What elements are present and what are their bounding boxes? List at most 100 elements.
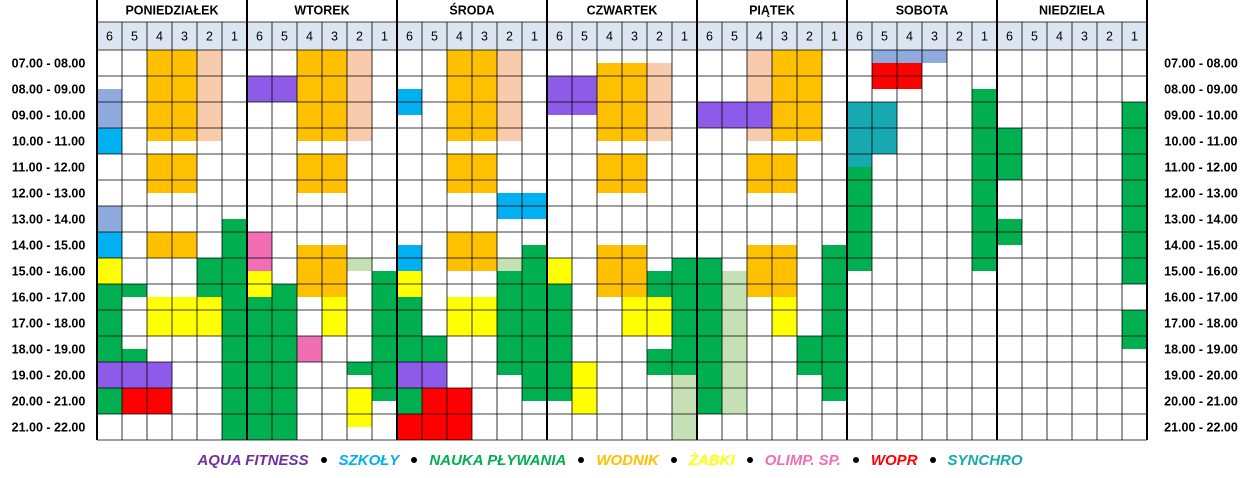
- legend-item: OLIMP. SP.: [764, 451, 841, 469]
- activity-block: [522, 245, 547, 401]
- time-label: 21.00 - 22.00: [1164, 420, 1238, 434]
- activity-block: [347, 258, 372, 271]
- time-label: 13.00 - 14.00: [12, 212, 86, 226]
- lane-label: 6: [106, 29, 113, 43]
- legend-separator: [852, 457, 859, 463]
- activity-block: [572, 76, 597, 115]
- lane-label: 5: [1031, 29, 1038, 43]
- activity-block: [297, 154, 322, 193]
- lane-label: 2: [956, 29, 963, 43]
- activity-block: [772, 297, 797, 336]
- lane-label: 3: [631, 29, 638, 43]
- activity-block: [922, 50, 947, 63]
- activity-block: [772, 154, 797, 193]
- activity-block: [297, 50, 322, 141]
- time-label: 16.00 - 17.00: [1164, 290, 1238, 304]
- activity-block: [347, 362, 372, 375]
- lane-label: 6: [556, 29, 563, 43]
- activity-block: [322, 154, 347, 193]
- lane-label: 6: [706, 29, 713, 43]
- activity-block: [747, 154, 772, 193]
- time-label: 08.00 - 09.00: [12, 82, 86, 96]
- activity-block: [472, 297, 497, 336]
- activity-block: [447, 297, 472, 336]
- lane-label: 4: [1056, 29, 1063, 43]
- activity-block: [697, 102, 722, 128]
- time-label: 17.00 - 18.00: [12, 316, 86, 330]
- day-label: PONIEDZIAŁEK: [125, 3, 218, 17]
- time-label: 11.00 - 12.00: [12, 160, 85, 174]
- activity-block: [422, 336, 447, 362]
- lane-label: 6: [256, 29, 263, 43]
- activity-block: [772, 50, 797, 141]
- activity-block: [447, 232, 472, 271]
- lane-label: 5: [731, 29, 738, 43]
- lane-label: 3: [481, 29, 488, 43]
- activity-block: [822, 245, 847, 401]
- activity-block: [347, 50, 372, 141]
- activity-block: [722, 271, 747, 414]
- activity-block: [272, 76, 297, 102]
- time-label: 09.00 - 10.00: [12, 108, 86, 122]
- activity-block: [597, 245, 622, 297]
- lane-label: 2: [506, 29, 513, 43]
- lane-label: 6: [856, 29, 863, 43]
- legend-item: WODNIK: [596, 451, 659, 469]
- activity-block: [772, 245, 797, 297]
- day-label: ŚRODA: [449, 2, 494, 17]
- activity-block: [97, 258, 122, 284]
- time-label: 07.00 - 08.00: [12, 56, 86, 70]
- time-label: 12.00 - 13.00: [1164, 186, 1238, 200]
- lane-label: 1: [231, 29, 238, 43]
- lane-label: 1: [381, 29, 388, 43]
- activity-block: [497, 258, 522, 271]
- legend-separator: [670, 457, 677, 463]
- time-label: 15.00 - 16.00: [1164, 264, 1238, 278]
- activity-block: [147, 154, 172, 193]
- activity-block: [847, 167, 872, 271]
- legend-separator: [411, 457, 418, 463]
- activity-block: [97, 284, 122, 362]
- time-label: 14.00 - 15.00: [12, 238, 86, 252]
- activity-block: [322, 50, 347, 141]
- activity-block: [397, 362, 422, 388]
- lane-label: 4: [606, 29, 613, 43]
- activity-block: [97, 89, 122, 128]
- activity-block: [672, 375, 697, 440]
- activity-block: [797, 336, 822, 375]
- activity-block: [1122, 310, 1147, 349]
- time-label: 10.00 - 11.00: [1165, 134, 1238, 148]
- lane-label: 4: [306, 29, 313, 43]
- time-label: 20.00 - 21.00: [1164, 394, 1238, 408]
- day-label: WTOREK: [294, 3, 349, 17]
- lane-label: 4: [906, 29, 913, 43]
- activity-block: [422, 362, 447, 388]
- lane-label: 3: [331, 29, 338, 43]
- activity-block: [472, 154, 497, 193]
- activity-block: [97, 206, 122, 232]
- time-label: 10.00 - 11.00: [12, 134, 85, 148]
- lane-label: 4: [156, 29, 163, 43]
- time-label: 18.00 - 19.00: [12, 342, 86, 356]
- lane-label: 5: [881, 29, 888, 43]
- time-label: 19.00 - 20.00: [1164, 368, 1238, 382]
- activity-block: [497, 50, 522, 141]
- activity-block: [97, 232, 122, 258]
- lane-label: 1: [1131, 29, 1138, 43]
- activity-block: [322, 297, 347, 336]
- activity-block: [147, 362, 172, 388]
- activity-block: [472, 232, 497, 271]
- lane-label: 2: [1106, 29, 1113, 43]
- activity-block: [797, 50, 822, 141]
- lane-label: 6: [1006, 29, 1013, 43]
- activity-block: [1122, 102, 1147, 284]
- lane-label: 1: [681, 29, 688, 43]
- lane-label: 5: [431, 29, 438, 43]
- lane-label: 2: [806, 29, 813, 43]
- activity-block: [122, 349, 147, 362]
- lane-label: 3: [781, 29, 788, 43]
- lane-label: 4: [756, 29, 763, 43]
- activity-block: [247, 297, 272, 440]
- time-label: 09.00 - 10.00: [1164, 108, 1238, 122]
